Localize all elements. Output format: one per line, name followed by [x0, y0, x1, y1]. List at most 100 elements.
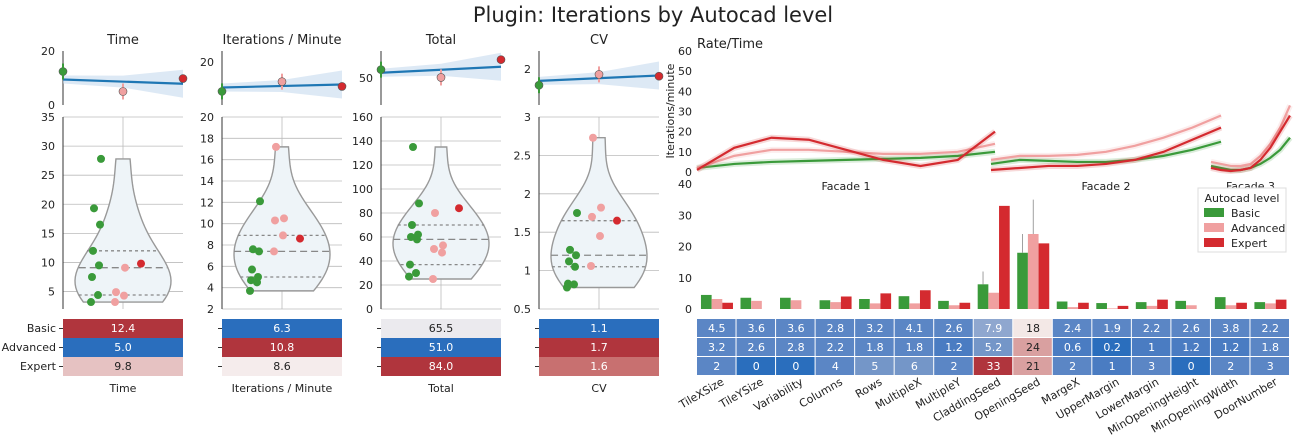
- param-table-value: 18: [1026, 322, 1040, 335]
- table-row-label: Advanced: [2, 341, 56, 354]
- facet-label: Facade 2: [1081, 180, 1130, 193]
- param-table-cell: [815, 319, 855, 337]
- data-point-basic: [406, 260, 414, 269]
- param-table-value: 2.6: [945, 322, 963, 335]
- violin-tick-label: 8: [207, 239, 214, 252]
- violin-tick-label: 20: [359, 279, 373, 292]
- data-point-expert: [613, 216, 621, 225]
- bar-advanced: [1027, 234, 1039, 309]
- table-cell-value: 10.8: [270, 341, 295, 354]
- table-cell-value: 1.1: [590, 322, 608, 335]
- bar-expert: [840, 296, 852, 309]
- param-table-cell: [1013, 338, 1052, 356]
- param-table-cell: [697, 357, 736, 375]
- table-row-label: Expert: [20, 360, 57, 373]
- top-tick-label: 2: [524, 63, 531, 76]
- param-table-value: 0: [792, 360, 799, 373]
- param-table-cell: [1210, 319, 1250, 337]
- param-table-value: 4.5: [708, 322, 726, 335]
- trend-point-expert: [496, 55, 506, 64]
- param-table-cell: [736, 338, 776, 356]
- panel-title: CV: [590, 33, 608, 48]
- metric-panel-total: Total 50 0 20 40 60 80 100 120 140 160 65.5 51.0 84.0…: [352, 33, 506, 395]
- data-point-basic: [97, 154, 105, 163]
- violin-tick-label: 60: [359, 231, 373, 244]
- violin-tick-label: 140: [352, 135, 373, 148]
- violin-shape: [392, 146, 490, 280]
- table-cell-basic: [63, 319, 183, 338]
- legend-swatch-advanced: [1204, 223, 1224, 232]
- param-table-value: 3.6: [748, 322, 766, 335]
- param-table-value: 4.1: [906, 322, 924, 335]
- violin-tick-label: 10: [41, 256, 55, 269]
- metric-axis-label: Iterations / Minute: [232, 382, 333, 395]
- violin-tick-label: 2: [207, 303, 214, 316]
- param-table-value: 1.8: [866, 341, 884, 354]
- rate-tick-label: 30: [678, 106, 692, 119]
- param-table-cell: [736, 319, 776, 337]
- rate-curve-basic: [696, 150, 996, 170]
- data-point-basic: [573, 209, 581, 217]
- data-point-advanced: [430, 245, 438, 253]
- param-table-value: 1.2: [1182, 341, 1200, 354]
- data-point-basic: [95, 261, 103, 270]
- param-table-value: 33: [987, 360, 1001, 373]
- data-point-advanced: [270, 247, 278, 256]
- bar-tick-label: 30: [678, 209, 692, 222]
- data-point-advanced: [589, 133, 597, 142]
- bar-tick-label: 40: [678, 178, 692, 191]
- table-cell-advanced: [381, 338, 501, 357]
- param-table-value: 2.8: [787, 341, 805, 354]
- data-point-basic: [88, 273, 96, 281]
- bar-expert: [1117, 305, 1129, 309]
- data-point-expert: [137, 259, 145, 268]
- violin-tick-label: 0: [366, 303, 373, 316]
- metric-axis-label: Total: [427, 382, 454, 395]
- bar-advanced: [1225, 305, 1237, 309]
- data-point-advanced: [587, 261, 595, 270]
- data-point-basic: [87, 298, 95, 307]
- bar-basic: [1017, 252, 1028, 309]
- param-table-cell: [776, 357, 815, 375]
- param-table-cell: [1092, 319, 1131, 337]
- parameter-bar-panel: 0102030404.53.22TileXSize3.62.60TileYSiz…: [676, 178, 1289, 438]
- param-table-cell: [1171, 357, 1210, 375]
- data-point-basic: [89, 246, 97, 255]
- param-table-value: 3.2: [708, 341, 726, 354]
- param-table-value: 0.2: [1103, 341, 1121, 354]
- rate-tick-label: 40: [678, 85, 692, 98]
- param-table-value: 24: [1026, 341, 1040, 354]
- violin-tick-label: 20: [200, 111, 214, 124]
- data-point-advanced: [439, 241, 447, 250]
- metric-panel-iterations-minute: Iterations / Minute 20 2 4 6 8 10 12 14 16 18 20 6.3…: [200, 33, 347, 395]
- param-table-cell: [973, 319, 1013, 337]
- param-table-cell: [973, 357, 1013, 375]
- violin-tick-label: 2: [524, 188, 531, 201]
- violin-tick-label: 6: [207, 260, 214, 273]
- violin-tick-label: 1: [524, 265, 531, 278]
- param-table-cell: [1013, 357, 1052, 375]
- data-point-advanced: [588, 212, 596, 221]
- data-point-advanced: [120, 291, 128, 300]
- table-cell-expert: [63, 357, 183, 376]
- param-table-cell: [1210, 338, 1250, 356]
- rate-tick-label: 0: [685, 166, 692, 179]
- param-table-cell: [1250, 357, 1289, 375]
- panel-title: Iterations / Minute: [223, 33, 342, 48]
- data-point-basic: [407, 233, 415, 241]
- rate-tick-label: 10: [678, 146, 692, 159]
- data-point-advanced: [112, 288, 120, 297]
- legend-label: Expert: [1231, 237, 1268, 250]
- bar-basic: [1254, 302, 1266, 309]
- violin-tick-label: 14: [200, 175, 214, 188]
- violin-tick-label: 3: [524, 111, 531, 124]
- data-point-basic: [415, 199, 423, 208]
- table-cell-basic: [539, 319, 659, 338]
- table-cell-value: 12.4: [111, 322, 136, 335]
- bar-expert: [999, 205, 1010, 309]
- bar-advanced: [1067, 307, 1079, 309]
- param-table-value: 2.4: [1064, 322, 1082, 335]
- param-table-cell: [1092, 338, 1131, 356]
- violin-tick-label: 2.5: [514, 149, 532, 162]
- bar-expert: [1236, 302, 1247, 309]
